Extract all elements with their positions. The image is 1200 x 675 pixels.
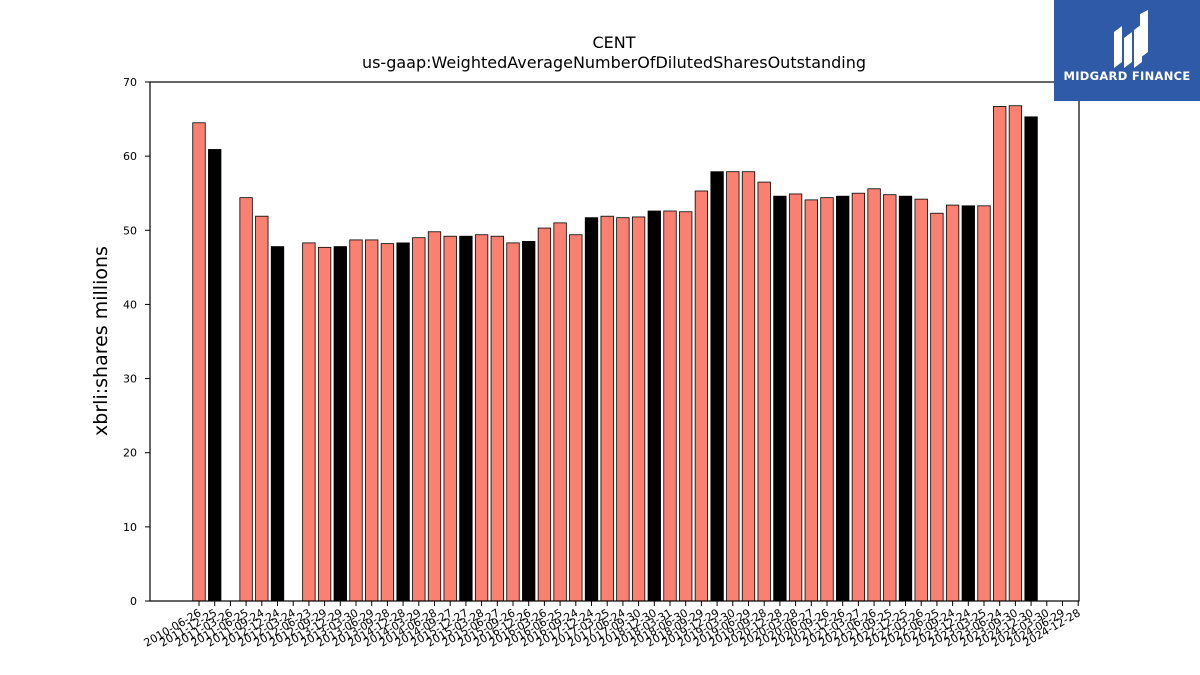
- bar-2012-06-23: [302, 242, 316, 602]
- bar-2024-12-30: [1024, 116, 1038, 602]
- bar-2016-12-26: [522, 241, 536, 602]
- y-tick-label: 20: [123, 447, 137, 460]
- bar-2017-12-24: [584, 217, 599, 602]
- bar-2016-06-25: [553, 222, 567, 602]
- plot-frame: [149, 81, 1080, 602]
- y-axis-label: xbrli:shares millions: [90, 246, 112, 436]
- chart-title: CENT: [592, 33, 635, 52]
- bar-2022-09-24: [945, 204, 960, 602]
- bar-2014-09-27: [443, 235, 457, 602]
- bar-2023-06-24: [993, 106, 1007, 602]
- bar-2019-09-28: [757, 181, 771, 602]
- bar-2013-06-29: [365, 239, 379, 602]
- bar-2020-03-28: [788, 193, 803, 602]
- bar-2022-03-26: [914, 198, 928, 602]
- brand-name: MIDGARD FINANCE: [1063, 69, 1191, 83]
- bar-2019-12-29: [710, 171, 724, 602]
- x-axis: 2010-06-262011-12-252011-03-262011-06-25…: [142, 601, 1083, 650]
- bar-2014-06-28: [427, 231, 442, 602]
- bar-2018-12-30: [647, 210, 661, 602]
- bar-2020-12-28: [773, 195, 787, 602]
- y-tick-label: 30: [123, 373, 137, 386]
- bar-2015-09-26: [506, 242, 520, 602]
- y-tick-label: 50: [123, 224, 137, 237]
- y-tick-label: 0: [130, 595, 137, 608]
- bar-2011-12-25: [208, 149, 222, 602]
- bar-2012-12-24: [270, 246, 285, 602]
- bar-2020-09-26: [820, 197, 834, 602]
- bar-2014-12-28: [396, 242, 410, 602]
- bar-2016-09-24: [569, 234, 583, 602]
- bar-2015-06-27: [490, 235, 504, 602]
- bar-2021-03-27: [851, 192, 866, 602]
- bar-2019-03-30: [726, 171, 740, 602]
- bar-2023-09-30: [1008, 105, 1023, 602]
- bar-2010-06-26: [192, 122, 206, 602]
- chart-subtitle: us-gaap:WeightedAverageNumberOfDilutedSh…: [362, 53, 866, 72]
- bar-2013-03-30: [349, 239, 363, 602]
- brand-logo: MIDGARD FINANCE: [1054, 0, 1200, 101]
- bar-2013-12-29: [333, 246, 347, 602]
- y-axis: 0 10 20 30 40 50 60 70: [123, 76, 150, 608]
- bar-2023-03-25: [977, 205, 991, 602]
- bar-2011-06-25: [239, 197, 253, 602]
- bar-2019-06-29: [741, 171, 756, 602]
- bar-2018-03-31: [663, 210, 677, 602]
- bars-group: [192, 105, 1038, 602]
- bar-2021-12-26: [836, 195, 850, 602]
- bar-2021-06-26: [867, 188, 881, 602]
- bar-2021-09-25: [883, 194, 897, 602]
- bar-2018-09-29: [694, 190, 709, 602]
- bar-2017-03-25: [600, 215, 614, 602]
- bar-2017-06-24: [616, 217, 630, 602]
- bar-2013-09-28: [380, 243, 395, 602]
- y-tick-label: 60: [123, 150, 137, 163]
- bar-2017-09-30: [631, 216, 646, 602]
- bar-2022-06-25: [930, 212, 944, 602]
- y-tick-label: 10: [123, 521, 137, 534]
- y-tick-label: 40: [123, 298, 137, 311]
- bar-2016-03-26: [537, 227, 552, 602]
- bar-2020-06-27: [804, 199, 818, 602]
- bar-2012-09-29: [317, 246, 332, 602]
- bar-2014-03-29: [412, 237, 426, 602]
- y-tick-label: 70: [123, 76, 137, 89]
- bar-2023-12-24: [961, 205, 975, 602]
- bar-2015-12-27: [459, 235, 473, 602]
- bar-2022-12-25: [898, 195, 913, 602]
- bar-2011-09-24: [255, 215, 269, 602]
- midgard-logo-icon: [1114, 10, 1148, 68]
- bar-2018-06-30: [679, 211, 693, 602]
- bar-2015-03-28: [474, 234, 489, 602]
